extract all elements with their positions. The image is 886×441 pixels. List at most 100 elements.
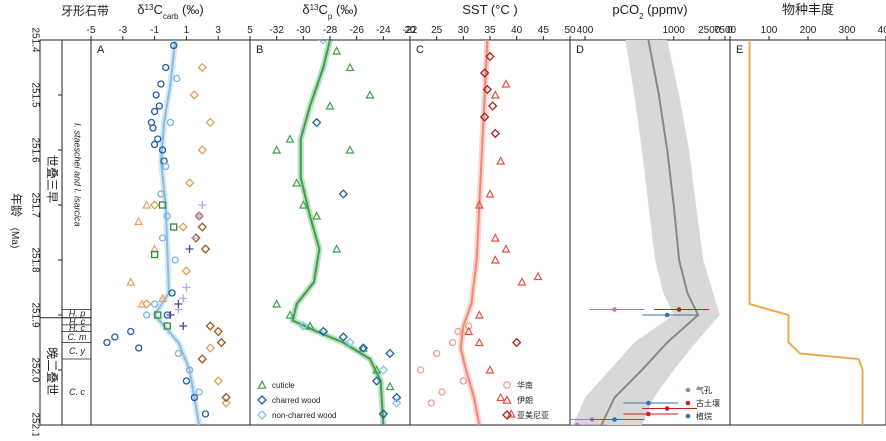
conodont-zone-label: H. c (69, 316, 86, 326)
panel-A-data-point (163, 322, 171, 330)
pco2-point (646, 411, 651, 417)
panel-A-data-point (205, 343, 215, 353)
panel-D-plot-area (570, 40, 720, 425)
legend-label: non-charred wood (272, 411, 336, 420)
panel-C-data-point (474, 310, 484, 319)
panel-A-data-point (197, 222, 208, 232)
panel-B-title: δ13Cp (‰) (302, 2, 357, 21)
panel-A-data-point (197, 145, 208, 155)
panel-A-data-point (170, 223, 178, 231)
panel-A-data-point (166, 311, 175, 319)
panel-A-data-point (185, 366, 194, 374)
panel-C-x-tick-label: 50 (564, 25, 576, 36)
panel-B-data-point (272, 299, 282, 308)
panel-A-data-point (213, 376, 223, 386)
age-tick-label: 251.5 (29, 82, 40, 107)
panel-C-x-tick-label: 45 (538, 25, 550, 36)
panel-C-data-point (433, 349, 441, 358)
panel-E-x-tick-label: 300 (839, 25, 856, 36)
panel-B-data-point (285, 134, 295, 143)
panel-B-plot-area (272, 40, 402, 425)
panel-C-data-point (496, 392, 506, 402)
panel-A-data-point (197, 62, 208, 73)
panel-A-x-tick-label: 5 (247, 25, 253, 36)
panel-A-trend-line (153, 40, 201, 425)
panel-A-data-point (158, 201, 167, 209)
panel-B-trend-line (291, 40, 385, 425)
panel-C-x-tick-label: 40 (511, 25, 523, 36)
panel-C-data-point (479, 68, 490, 78)
pco2-point (574, 422, 580, 425)
panel-A-data-point (195, 388, 203, 396)
panel-B-data-point (332, 244, 342, 253)
panel-A-data-point (189, 90, 200, 100)
panel-C-data-point (464, 326, 474, 336)
panel-A-data-point (142, 200, 152, 209)
panel-C-data-point (487, 101, 498, 111)
conodont-zone-column (61, 39, 92, 426)
panel-B-data-point (318, 40, 329, 45)
panel-A-data-point (181, 266, 192, 276)
legend-label: 植烷 (696, 411, 712, 421)
panel-B-data-point (298, 321, 309, 331)
panel-C-x-tick-label: 35 (484, 25, 496, 36)
panel-A-data-point (198, 201, 207, 209)
panel-C-data-point (485, 365, 495, 374)
panel-B-data-point (318, 326, 329, 337)
panel-A-data-point (150, 107, 159, 116)
conodont-zone-label: H. c (69, 323, 86, 333)
panel-B-data-point (312, 211, 322, 220)
panel-A-x-tick-label: -5 (87, 25, 96, 36)
panel-A-x-tick-label: 3 (215, 25, 221, 36)
panel-A-data-point (126, 277, 136, 286)
panel-A-data-point (179, 294, 188, 303)
panel-A-data-point (170, 41, 178, 50)
age-axis-unit: (Ma) (9, 228, 20, 249)
stage-late-permian-label: 晚二叠世 (45, 347, 59, 395)
panel-C-data-point (417, 366, 425, 374)
legend-marker (503, 381, 511, 389)
panel-B-x-tick-label: -30 (296, 25, 311, 36)
panel-B-data-point (345, 145, 355, 154)
panel-E-x-tick-label: 400 (878, 25, 886, 36)
panel-E-title: 物种丰度 (782, 2, 834, 17)
legend-label: 古土壤 (696, 398, 720, 408)
age-axis-label: 年龄 (9, 193, 23, 217)
panel-A-data-point (135, 344, 143, 352)
pco2-point (646, 400, 651, 406)
panel-C-data-point (517, 277, 527, 286)
panel-A-data-point (150, 140, 159, 149)
panel-C-data-point (454, 327, 462, 336)
panel-C-data-point (501, 244, 511, 253)
panel-D-x-tick-label: 400 (577, 25, 594, 36)
panel-A-data-point (216, 337, 227, 348)
panel-A-data-point (158, 234, 167, 242)
panel-A-data-point (195, 212, 204, 220)
pco2-point (612, 307, 617, 312)
panel-B-data-point (272, 145, 282, 154)
panel-A-data-point (191, 233, 201, 243)
panel-A-data-point (149, 200, 160, 210)
panel-A-data-point (174, 349, 183, 358)
panel-A-data-point (141, 299, 152, 309)
panel-B-data-point (365, 90, 375, 99)
panel-A-data-point (154, 311, 162, 319)
conodont-zone-label: H. p (69, 309, 86, 319)
conodont-zone-label: C. c (69, 387, 86, 397)
panel-C-data-point (427, 399, 435, 407)
panel-E-plot-area (748, 40, 864, 425)
panel-C-data-point (533, 271, 543, 281)
stage-early-triassic-label: 世叠三早 (45, 155, 59, 203)
conodont-zone-label: C. y (69, 346, 86, 356)
panel-B-x-tick-label: -26 (349, 25, 364, 36)
panel-B-data-point (338, 189, 349, 199)
panel-B-letter: B (256, 44, 263, 56)
panel-B-data-point (325, 101, 335, 110)
panel-B-frame (249, 39, 411, 426)
panel-A-data-point (155, 102, 164, 110)
panel-A-data-point (182, 377, 191, 385)
panel-D-title: pCO2 (ppmv) (612, 2, 687, 21)
pco2-point (664, 312, 670, 318)
